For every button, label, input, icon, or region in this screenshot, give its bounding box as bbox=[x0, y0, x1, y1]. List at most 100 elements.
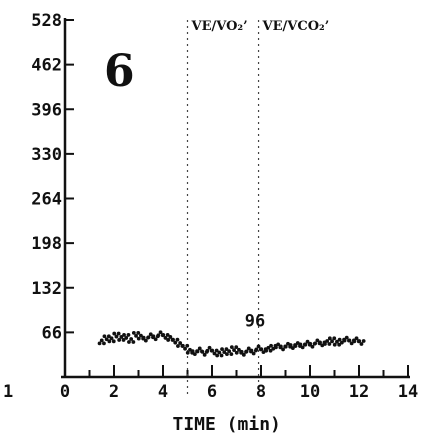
data-point bbox=[224, 347, 229, 352]
data-point bbox=[298, 342, 303, 347]
data-point bbox=[347, 338, 352, 343]
data-point bbox=[163, 336, 168, 340]
data-point bbox=[352, 339, 357, 344]
data-point bbox=[173, 340, 178, 345]
data-point bbox=[104, 337, 109, 342]
data-point bbox=[327, 342, 332, 346]
data-point bbox=[290, 346, 295, 350]
data-point bbox=[337, 337, 342, 342]
data-point bbox=[232, 348, 236, 353]
y-tick-label: 132 bbox=[31, 279, 62, 299]
data-point bbox=[325, 339, 330, 343]
data-point bbox=[126, 333, 131, 337]
data-point bbox=[166, 338, 171, 342]
data-point bbox=[200, 349, 205, 354]
data-point bbox=[259, 347, 264, 352]
data-point bbox=[339, 340, 344, 345]
data-point bbox=[269, 343, 273, 348]
data-point bbox=[266, 345, 271, 350]
data-point bbox=[143, 338, 148, 343]
data-point bbox=[183, 346, 187, 351]
data-point bbox=[335, 339, 339, 344]
data-point bbox=[192, 352, 197, 357]
data-point bbox=[256, 344, 261, 349]
panel-label: 6 bbox=[104, 46, 135, 97]
data-point bbox=[357, 339, 362, 343]
data-point bbox=[337, 342, 342, 347]
data-point bbox=[139, 333, 143, 338]
data-point bbox=[225, 352, 229, 357]
y-tick-label: 396 bbox=[31, 100, 62, 120]
data-point bbox=[129, 337, 134, 341]
data-point bbox=[278, 344, 283, 349]
data-point bbox=[112, 331, 117, 336]
data-point bbox=[127, 340, 131, 344]
y-tick-label: 462 bbox=[31, 56, 62, 76]
data-point bbox=[349, 341, 354, 346]
data-point bbox=[156, 333, 161, 338]
data-point bbox=[229, 352, 234, 357]
data-point bbox=[361, 339, 366, 343]
data-point bbox=[141, 335, 146, 340]
data-point bbox=[303, 342, 308, 347]
x-tick-label: 1 bbox=[3, 382, 13, 402]
data-point bbox=[102, 341, 106, 346]
data-point bbox=[254, 347, 259, 352]
data-point bbox=[205, 348, 210, 353]
data-point bbox=[148, 332, 153, 337]
x-tick-label: 10 bbox=[300, 382, 320, 402]
data-point bbox=[330, 339, 334, 344]
data-points bbox=[97, 330, 366, 358]
data-point bbox=[171, 337, 175, 342]
data-point bbox=[117, 338, 122, 342]
data-point bbox=[136, 336, 141, 341]
marker-lines bbox=[186, 20, 260, 397]
data-point bbox=[178, 341, 183, 345]
x-tick-label: 8 bbox=[256, 382, 266, 402]
data-point bbox=[102, 334, 107, 339]
data-point bbox=[106, 334, 111, 339]
y-tick-label: 330 bbox=[31, 145, 62, 165]
data-point bbox=[283, 344, 288, 349]
data-point bbox=[305, 339, 310, 344]
data-point bbox=[315, 338, 320, 343]
data-point bbox=[229, 345, 234, 350]
data-point bbox=[197, 346, 202, 351]
data-point bbox=[175, 337, 180, 342]
data-point bbox=[249, 348, 254, 353]
data-point bbox=[234, 350, 239, 355]
x-tick-label: 4 bbox=[158, 382, 168, 402]
data-point bbox=[239, 349, 244, 354]
data-point bbox=[276, 342, 281, 347]
data-point bbox=[268, 348, 273, 353]
data-point bbox=[214, 348, 219, 353]
x-tick-label: 0 bbox=[60, 382, 70, 402]
data-point bbox=[332, 336, 337, 341]
data-point bbox=[185, 350, 190, 355]
data-point bbox=[234, 345, 239, 350]
y-tick-label: 264 bbox=[31, 190, 62, 210]
data-point bbox=[327, 336, 332, 341]
data-point bbox=[274, 345, 278, 350]
data-point bbox=[122, 333, 126, 337]
data-point bbox=[237, 347, 241, 352]
data-point bbox=[246, 346, 251, 351]
value-annotation: 96 bbox=[245, 311, 265, 331]
data-point bbox=[134, 334, 138, 338]
data-point bbox=[310, 344, 315, 349]
axes bbox=[61, 18, 410, 379]
data-point bbox=[244, 349, 249, 354]
data-point bbox=[111, 339, 116, 344]
data-point bbox=[176, 344, 180, 348]
data-point bbox=[359, 342, 364, 346]
data-point bbox=[180, 343, 185, 348]
data-point bbox=[219, 353, 224, 358]
x-tick-label: 12 bbox=[349, 382, 369, 402]
data-point bbox=[109, 336, 114, 341]
data-point bbox=[185, 343, 190, 348]
data-point bbox=[190, 349, 195, 354]
data-point bbox=[114, 334, 119, 339]
x-axis-label: TIME (min) bbox=[173, 414, 281, 435]
data-point bbox=[212, 351, 217, 356]
data-point bbox=[119, 335, 124, 339]
